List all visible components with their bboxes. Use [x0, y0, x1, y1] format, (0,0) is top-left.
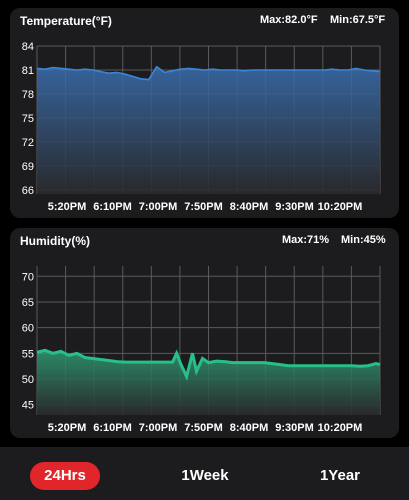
humidity-series-line — [36, 348, 381, 381]
temperature-x-tick: 8:40PM — [230, 201, 269, 213]
humidity-y-tick: 70 — [22, 271, 34, 283]
humidity-y-tick: 50 — [22, 374, 34, 386]
humidity-y-tick: 65 — [22, 297, 34, 309]
temperature-x-tick: 7:50PM — [184, 201, 223, 213]
temperature-min: Min:67.5°F — [330, 14, 386, 26]
temperature-x-tick: 9:30PM — [275, 201, 314, 213]
temperature-area — [37, 66, 380, 194]
humidity-min: Min:45% — [341, 234, 386, 246]
temperature-x-tick: 10:20PM — [318, 201, 363, 213]
temperature-y-tick: 81 — [22, 65, 34, 77]
humidity-y-tick: 55 — [22, 348, 34, 360]
humidity-x-tick: 9:30PM — [275, 422, 314, 434]
humidity-max: Max:71% — [282, 234, 330, 246]
humidity-x-tick: 8:40PM — [230, 422, 269, 434]
temperature-y-tick: 72 — [22, 137, 34, 149]
temperature-x-tick: 5:20PM — [48, 201, 87, 213]
temperature-max: Max:82.0°F — [260, 14, 318, 26]
temperature-y-tick: 75 — [22, 113, 34, 125]
temperature-card: Temperature(°F) Max:82.0°F Min:67.5°F 84… — [10, 8, 399, 218]
humidity-title: Humidity(%) — [20, 234, 90, 248]
tab-1year[interactable]: 1Year — [319, 467, 361, 484]
range-tab-bar: 24Hrs 1Week 1Year — [0, 447, 409, 500]
temperature-x-tick: 7:00PM — [139, 201, 178, 213]
temperature-x-tick: 6:10PM — [93, 201, 132, 213]
temperature-y-tick: 69 — [22, 161, 34, 173]
humidity-x-tick: 7:00PM — [139, 422, 178, 434]
temperature-y-tick: 66 — [22, 185, 34, 197]
humidity-chart: 70 65 60 55 50 45 5:20PM 6:10PM 7:00PM 7:50PM 8:40… — [22, 266, 381, 434]
temperature-series-line — [36, 65, 381, 81]
tab-1week[interactable]: 1Week — [181, 467, 229, 484]
humidity-x-tick: 7:50PM — [184, 422, 223, 434]
temperature-y-tick: 84 — [22, 41, 34, 53]
humidity-card: Humidity(%) Max:71% Min:45% 70 65 60 55 50 45… — [10, 228, 399, 438]
temperature-title: Temperature(°F) — [20, 14, 112, 28]
humidity-x-tick: 5:20PM — [48, 422, 87, 434]
humidity-y-tick: 60 — [22, 323, 34, 335]
tab-24hrs[interactable]: 24Hrs — [30, 462, 100, 490]
temperature-y-tick: 78 — [22, 89, 34, 101]
temperature-chart: 84 81 78 75 72 69 66 5:20PM 6:10PM 7:00PM 7:50PM 8:… — [22, 41, 381, 213]
humidity-x-tick: 10:20PM — [318, 422, 363, 434]
humidity-y-tick: 45 — [22, 400, 34, 412]
humidity-x-tick: 6:10PM — [93, 422, 132, 434]
